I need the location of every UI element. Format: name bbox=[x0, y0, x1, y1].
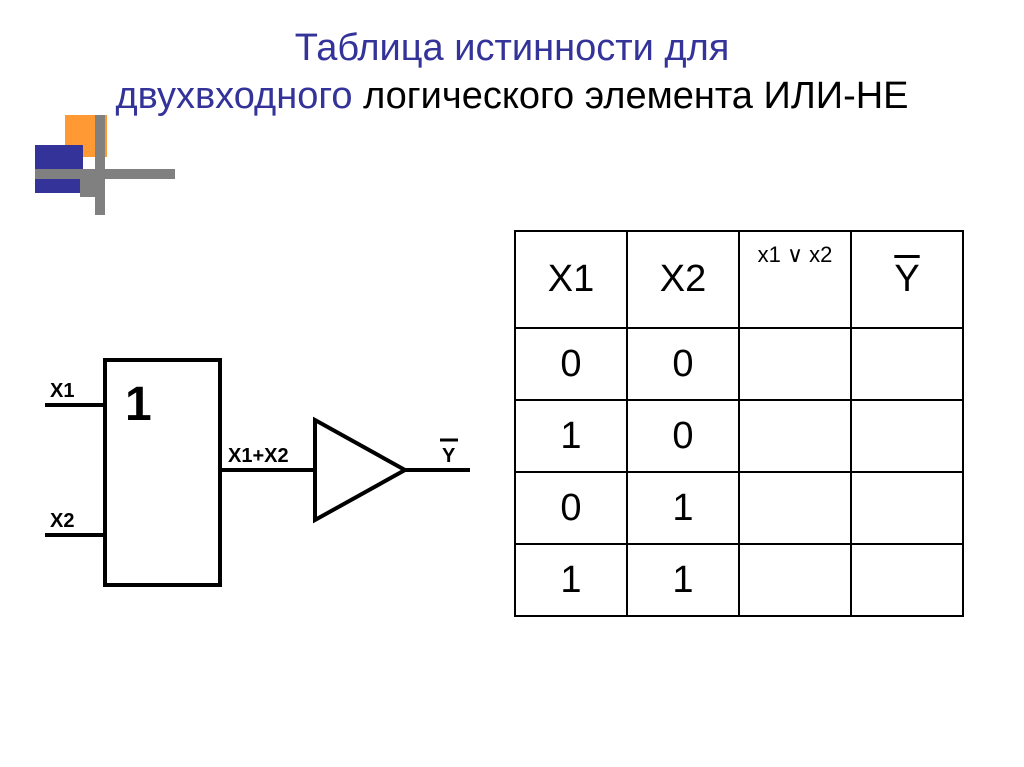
table-cell bbox=[851, 328, 963, 400]
deco-square-gray bbox=[80, 177, 100, 197]
col-header-y: Y bbox=[851, 231, 963, 328]
or-gate-box bbox=[105, 360, 220, 585]
table-row: 10 bbox=[515, 400, 963, 472]
table-cell bbox=[851, 400, 963, 472]
table-cell: 0 bbox=[515, 328, 627, 400]
title-line-1: Таблица истинности для bbox=[0, 25, 1024, 73]
logic-diagram: X1 X2 1 X1+X2 Y bbox=[20, 340, 490, 620]
slide-title: Таблица истинности для двухвходного логи… bbox=[0, 25, 1024, 120]
label-out: Y bbox=[442, 445, 456, 467]
label-x2: X2 bbox=[50, 510, 74, 532]
table-cell bbox=[739, 328, 851, 400]
title-text-2: двухвходного логического элемента ИЛИ-НЕ bbox=[115, 75, 908, 117]
table-row: 01 bbox=[515, 472, 963, 544]
table-cell bbox=[739, 400, 851, 472]
label-x1: X1 bbox=[50, 380, 74, 402]
inverter-triangle bbox=[315, 420, 405, 520]
table-cell bbox=[851, 472, 963, 544]
table-cell: 0 bbox=[627, 328, 739, 400]
col-header-x1orx2: x1 ∨ x2 bbox=[739, 231, 851, 328]
table-row: 11 bbox=[515, 544, 963, 616]
table-header-row: X1 X2 x1 ∨ x2 Y bbox=[515, 231, 963, 328]
table-cell: 0 bbox=[627, 400, 739, 472]
table-cell: 1 bbox=[515, 544, 627, 616]
table-cell bbox=[851, 544, 963, 616]
table-cell: 0 bbox=[515, 472, 627, 544]
col-header-x1: X1 bbox=[515, 231, 627, 328]
table-cell: 1 bbox=[627, 472, 739, 544]
table-body: 00100111 bbox=[515, 328, 963, 616]
col-header-x2: X2 bbox=[627, 231, 739, 328]
truth-table: X1 X2 x1 ∨ x2 Y 00100111 bbox=[514, 230, 964, 617]
table-cell: 1 bbox=[515, 400, 627, 472]
deco-bar-vertical bbox=[95, 115, 105, 215]
table-cell bbox=[739, 544, 851, 616]
decorative-squares bbox=[35, 115, 175, 215]
table-cell: 1 bbox=[627, 544, 739, 616]
col-header-y-text: Y bbox=[894, 258, 919, 300]
slide: Таблица истинности для двухвходного логи… bbox=[0, 0, 1024, 767]
table-row: 00 bbox=[515, 328, 963, 400]
title-line-2: двухвходного логического элемента ИЛИ-НЕ bbox=[0, 73, 1024, 121]
table-head: X1 X2 x1 ∨ x2 Y bbox=[515, 231, 963, 328]
table-cell bbox=[739, 472, 851, 544]
label-mid: X1+X2 bbox=[228, 445, 289, 467]
label-or-symbol: 1 bbox=[125, 378, 152, 431]
title-text-1: Таблица истинности для bbox=[295, 27, 730, 69]
